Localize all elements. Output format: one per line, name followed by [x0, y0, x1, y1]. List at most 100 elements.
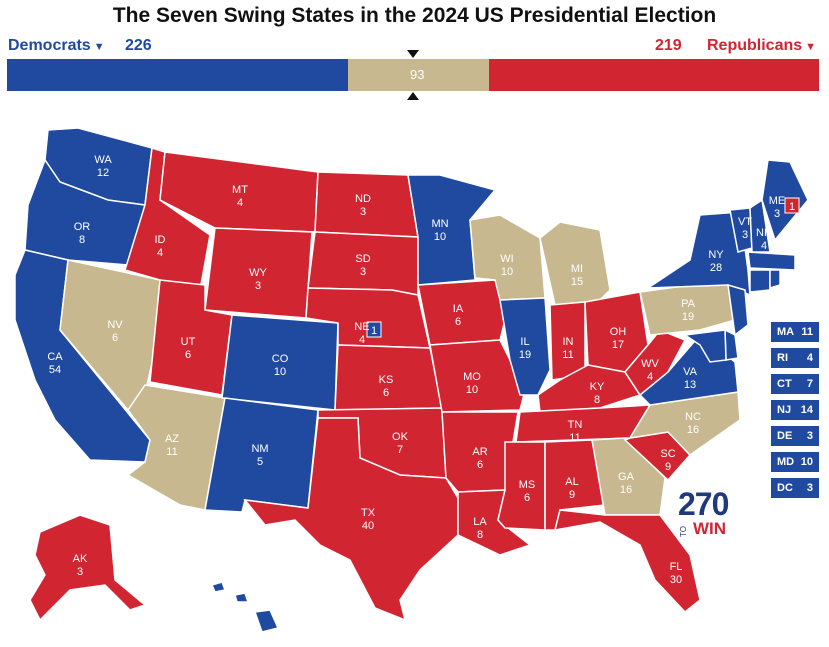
small-state-dc[interactable]: DC 3 [771, 478, 819, 498]
state-label-wy: WY [249, 267, 267, 279]
small-state-abbr: RI [777, 352, 788, 364]
state-mo[interactable] [429, 339, 526, 413]
democrats-dropdown[interactable]: Democrats ▼ [8, 37, 105, 55]
state-ev-co: 10 [274, 366, 286, 378]
democrats-label: Democrats [8, 37, 91, 54]
state-ev-la: 8 [477, 529, 483, 541]
state-label-al: AL [565, 476, 578, 488]
logo-number: 270 [678, 486, 729, 522]
republicans-dropdown[interactable]: Republicans ▼ [707, 37, 816, 55]
state-wv[interactable] [624, 329, 687, 397]
republicans-label: Republicans [707, 37, 803, 54]
small-state-nj[interactable]: NJ 14 [771, 400, 819, 420]
state-ev-nh: 4 [761, 240, 767, 252]
state-ev-or: 8 [79, 234, 85, 246]
state-hi[interactable] [210, 581, 280, 633]
state-ev-mt: 4 [237, 197, 243, 209]
state-label-pa: PA [681, 298, 696, 310]
state-tx[interactable] [243, 417, 459, 622]
state-ev-wv: 4 [647, 371, 653, 383]
majority-marker-top-icon [407, 50, 419, 58]
ne-district-ev: 1 [371, 325, 377, 337]
state-label-id: ID [155, 234, 166, 246]
state-label-sc: SC [660, 448, 675, 460]
small-state-de[interactable]: DE 3 [771, 426, 819, 446]
state-ev-mi: 15 [571, 276, 583, 288]
state-ev-ms: 6 [524, 492, 530, 504]
state-label-mt: MT [232, 184, 248, 196]
small-state-abbr: CT [777, 378, 792, 390]
state-label-fl: FL [670, 561, 683, 573]
state-ma[interactable] [747, 251, 796, 271]
tossup-count: 93 [410, 67, 425, 82]
small-state-abbr: MA [777, 326, 795, 338]
state-ev-nd: 3 [360, 206, 366, 218]
small-state-ri[interactable]: RI 4 [771, 348, 819, 368]
republicans-count: 219 [655, 37, 682, 54]
ne-district-box[interactable] [366, 321, 382, 338]
state-ev-ok: 7 [397, 444, 403, 456]
state-ia[interactable] [417, 279, 511, 346]
state-ev-nm: 5 [257, 456, 263, 468]
state-label-nv: NV [107, 319, 123, 331]
tossup-bar [348, 59, 489, 91]
state-ev-tx: 40 [362, 520, 374, 532]
state-ak[interactable] [29, 514, 147, 622]
state-ev-ny: 28 [710, 262, 722, 274]
state-label-oh: OH [610, 326, 627, 338]
state-ev-tn: 11 [569, 432, 580, 444]
state-label-nd: ND [355, 193, 371, 205]
majority-marker-bottom-icon [407, 92, 419, 100]
state-label-nc: NC [685, 411, 701, 423]
state-ev-nv: 6 [112, 332, 118, 344]
small-state-ma[interactable]: MA 11 [771, 322, 819, 342]
me-district-box[interactable] [784, 197, 800, 214]
state-label-ca: CA [47, 351, 63, 363]
state-label-ne: NE [354, 321, 369, 333]
state-ev-wy: 3 [255, 280, 261, 292]
state-ev-az: 11 [166, 446, 177, 458]
state-ev-sc: 9 [665, 461, 671, 473]
state-ct[interactable] [749, 269, 771, 293]
state-ev-me: 3 [774, 208, 780, 220]
state-ev-id: 4 [157, 247, 163, 259]
state-ev-ia: 6 [455, 316, 461, 328]
state-nj[interactable] [727, 283, 749, 337]
state-nm[interactable] [204, 397, 319, 513]
state-ev-ks: 6 [383, 387, 389, 399]
democrats-count: 226 [125, 37, 152, 54]
state-ev-hi: 4 [242, 619, 248, 631]
state-label-or: OR [74, 221, 91, 233]
small-state-ev: 3 [806, 430, 813, 442]
democrats-bar [7, 59, 348, 91]
state-tn[interactable] [515, 404, 652, 443]
small-state-abbr: NJ [777, 404, 792, 416]
state-label-ok: OK [392, 431, 409, 443]
270towin-logo: 270 TO WIN [678, 486, 729, 539]
state-ev-oh: 17 [612, 339, 624, 351]
state-nh[interactable] [749, 198, 771, 253]
state-ev-mn: 10 [434, 231, 446, 243]
small-state-ev: 11 [801, 326, 813, 338]
state-label-ga: GA [618, 471, 635, 483]
me-district-ev: 1 [789, 201, 795, 213]
state-ev-ak: 3 [77, 566, 83, 578]
state-md[interactable] [682, 329, 727, 363]
chevron-down-icon: ▼ [93, 41, 105, 53]
state-ga[interactable] [591, 437, 666, 516]
small-state-ct[interactable]: CT 7 [771, 374, 819, 394]
state-ev-in: 11 [562, 349, 573, 361]
state-ev-wi: 10 [501, 266, 513, 278]
state-ev-ut: 6 [185, 349, 191, 361]
small-state-ev: 4 [806, 352, 813, 364]
state-label-in: IN [563, 336, 574, 348]
state-ri[interactable] [769, 269, 781, 290]
state-label-vt: VT [738, 216, 752, 228]
logo-win: WIN [692, 519, 727, 538]
small-state-md[interactable]: MD 10 [771, 452, 819, 472]
state-label-wa: WA [94, 154, 112, 166]
state-fl[interactable] [553, 509, 701, 614]
state-ev-fl: 30 [670, 574, 682, 586]
small-state-abbr: MD [777, 456, 795, 468]
